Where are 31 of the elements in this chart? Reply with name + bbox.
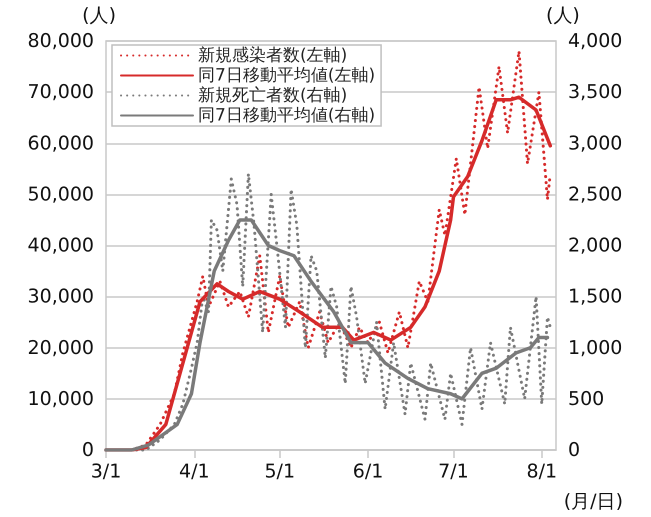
legend-label: 同7日移動平均値(右軸) (198, 106, 376, 126)
legend-label: 新規感染者数(左軸) (198, 46, 348, 66)
y2-tick-label: 500 (568, 388, 604, 410)
y2-tick-label: 3,000 (568, 132, 622, 154)
x-tick-label: 5/1 (264, 460, 296, 482)
legend-label: 同7日移動平均値(左軸) (198, 66, 376, 86)
y-tick-label: 30,000 (28, 286, 94, 308)
y-tick-label: 20,000 (28, 336, 94, 359)
y2-tick-label: 4,000 (568, 30, 622, 52)
x-tick-label: 8/1 (526, 460, 558, 482)
y2-tick-label: 3,500 (568, 81, 622, 104)
x-tick-label: 3/1 (90, 460, 122, 482)
x-tick-label: 4/1 (179, 460, 210, 482)
y2-axis-title: (人) (546, 4, 580, 26)
y-tick-label: 50,000 (28, 183, 94, 206)
y-tick-label: 40,000 (28, 234, 94, 256)
y-tick-label: 80,000 (28, 30, 94, 52)
y2-tick-label: 1,500 (568, 286, 622, 308)
y-tick-label: 10,000 (28, 388, 94, 410)
x-axis-title: (月/日) (564, 490, 624, 512)
y-axis-title: (人) (82, 4, 116, 26)
x-tick-label: 6/1 (352, 460, 384, 482)
y2-tick-label: 2,000 (568, 234, 622, 256)
y2-tick-label: 1,000 (568, 336, 622, 359)
legend-label: 新規死亡者数(右軸) (198, 86, 348, 106)
y-tick-label: 70,000 (28, 81, 94, 104)
y-tick-label: 0 (82, 439, 94, 461)
x-tick-label: 7/1 (438, 460, 469, 482)
y2-tick-label: 0 (568, 439, 580, 461)
y-tick-label: 60,000 (28, 132, 94, 154)
y2-tick-label: 2,500 (568, 183, 622, 206)
